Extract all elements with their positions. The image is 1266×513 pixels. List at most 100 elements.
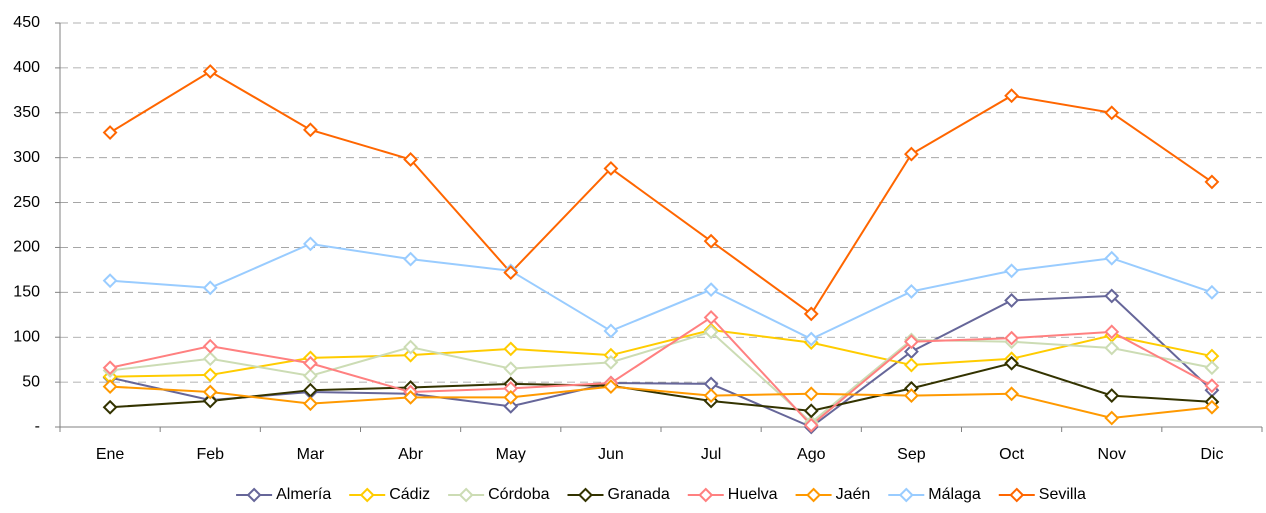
point-marker — [904, 284, 919, 299]
point-marker — [1204, 360, 1220, 376]
point-marker — [703, 388, 719, 403]
x-tick-label: Nov — [1098, 446, 1126, 463]
point-marker — [503, 389, 519, 405]
legend-marker — [578, 487, 593, 503]
legend-label: Granada — [608, 486, 670, 503]
point-marker — [803, 306, 819, 322]
point-marker — [303, 355, 318, 371]
y-tick-label: 450 — [13, 14, 40, 31]
point-marker — [102, 399, 118, 415]
point-marker — [102, 379, 118, 395]
point-marker — [202, 64, 218, 79]
point-marker — [1104, 250, 1120, 266]
legend-marker — [1009, 487, 1025, 503]
point-marker — [1004, 88, 1019, 104]
point-marker — [202, 351, 218, 367]
point-marker — [603, 354, 619, 370]
x-tick-label: Feb — [196, 446, 224, 463]
point-marker — [1104, 324, 1120, 340]
point-marker — [403, 251, 418, 267]
y-tick-label: 250 — [13, 194, 40, 211]
legend-marker — [246, 487, 262, 503]
point-marker — [202, 367, 218, 383]
point-marker — [303, 368, 318, 384]
point-marker — [1204, 378, 1220, 394]
point-marker — [603, 323, 619, 339]
point-marker — [1004, 292, 1019, 308]
legend-marker — [698, 487, 714, 503]
point-marker — [703, 310, 719, 325]
point-marker — [703, 324, 719, 340]
point-marker — [703, 282, 719, 298]
legend-marker — [806, 487, 821, 503]
point-marker — [603, 379, 619, 395]
point-marker — [904, 334, 919, 350]
point-marker — [202, 280, 218, 296]
point-marker — [904, 146, 919, 162]
point-marker — [1004, 355, 1019, 371]
point-marker — [503, 398, 519, 414]
legend-label: Sevilla — [1039, 486, 1086, 503]
point-marker — [1104, 288, 1120, 304]
point-marker — [603, 161, 619, 176]
series-line — [109, 294, 1213, 429]
y-tick-label: 350 — [13, 104, 40, 121]
point-marker — [1204, 284, 1220, 300]
series-line — [110, 242, 1213, 341]
point-marker — [403, 347, 418, 363]
point-marker — [503, 361, 519, 377]
point-marker — [303, 236, 318, 252]
series-line — [110, 362, 1212, 412]
x-tick-label: Jul — [701, 446, 721, 463]
x-tick-label: Mar — [297, 446, 325, 463]
point-marker — [303, 382, 318, 398]
point-marker — [803, 403, 819, 419]
point-marker — [202, 384, 218, 400]
x-tick-label: Abr — [398, 446, 424, 463]
point-marker — [904, 344, 919, 360]
point-marker — [1004, 386, 1019, 402]
legend-label: Málaga — [928, 486, 981, 503]
x-tick-label: Ene — [96, 446, 125, 463]
y-tick-label: 400 — [13, 59, 40, 76]
y-tick-label: 50 — [22, 373, 40, 390]
point-marker — [1104, 388, 1120, 403]
point-marker — [503, 265, 519, 280]
legend-marker — [359, 487, 375, 503]
y-tick-label: 100 — [13, 328, 40, 345]
series-line — [109, 330, 1213, 424]
point-marker — [703, 233, 719, 249]
legend-label: Jaén — [836, 486, 871, 503]
point-marker — [202, 338, 218, 354]
point-marker — [803, 386, 819, 402]
point-marker — [1204, 399, 1220, 415]
y-tick-label: 200 — [13, 239, 40, 256]
point-marker — [102, 273, 118, 289]
x-tick-label: Oct — [999, 446, 1024, 463]
y-tick-label: 150 — [13, 284, 40, 301]
legend-label: Huelva — [728, 486, 778, 503]
legend-label: Cádiz — [389, 486, 430, 503]
point-marker — [1204, 348, 1220, 364]
legend-label: Córdoba — [488, 486, 549, 503]
point-marker — [1104, 105, 1120, 121]
x-tick-label: Ago — [797, 446, 826, 463]
point-marker — [904, 357, 919, 373]
point-marker — [1004, 263, 1019, 279]
series-line — [109, 70, 1213, 316]
point-marker — [102, 360, 118, 376]
point-marker — [102, 125, 118, 140]
y-tick-label: 300 — [13, 149, 40, 166]
point-marker — [1104, 410, 1120, 426]
series-line — [110, 385, 1213, 420]
point-marker — [1004, 330, 1019, 346]
point-marker — [803, 417, 819, 433]
point-marker — [1104, 340, 1120, 356]
series-line — [109, 316, 1213, 427]
legend-marker — [458, 487, 474, 503]
x-tick-label: May — [496, 446, 526, 463]
legend: Almería Cádiz Córdoba Granada Huelva Jaén Mála… — [236, 486, 1086, 503]
point-marker — [303, 396, 318, 412]
x-tick-label: Jun — [598, 446, 624, 463]
